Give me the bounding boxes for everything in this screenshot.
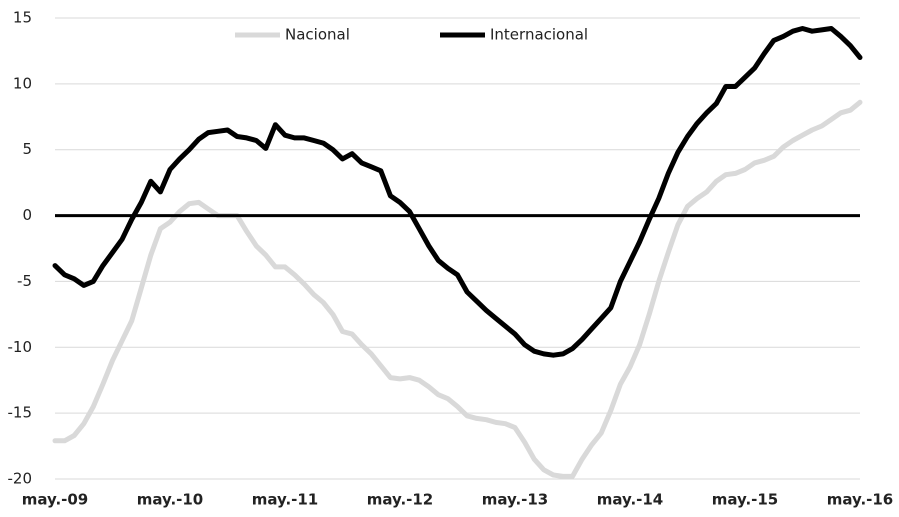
series-line — [52, 99, 863, 479]
legend-label: Nacional — [285, 26, 350, 44]
x-tick-label: may.-15 — [712, 491, 779, 509]
series-line — [52, 26, 863, 358]
y-tick-label: -15 — [8, 404, 33, 422]
x-tick-label: may.-10 — [137, 491, 204, 509]
y-tick-label: -10 — [8, 338, 33, 356]
x-tick-label: may.-16 — [827, 491, 894, 509]
y-tick-label: -5 — [17, 272, 32, 290]
y-tick-label: 15 — [13, 9, 32, 27]
x-tick-label: may.-14 — [597, 491, 664, 509]
x-tick-label: may.-09 — [22, 491, 89, 509]
y-tick-label: 0 — [22, 206, 32, 224]
x-tick-label: may.-12 — [367, 491, 434, 509]
y-tick-label: -20 — [8, 470, 33, 488]
y-tick-label: 5 — [22, 140, 32, 158]
y-tick-label: 10 — [13, 74, 32, 92]
legend-label: Internacional — [490, 26, 588, 44]
x-tick-label: may.-11 — [252, 491, 319, 509]
x-tick-label: may.-13 — [482, 491, 549, 509]
